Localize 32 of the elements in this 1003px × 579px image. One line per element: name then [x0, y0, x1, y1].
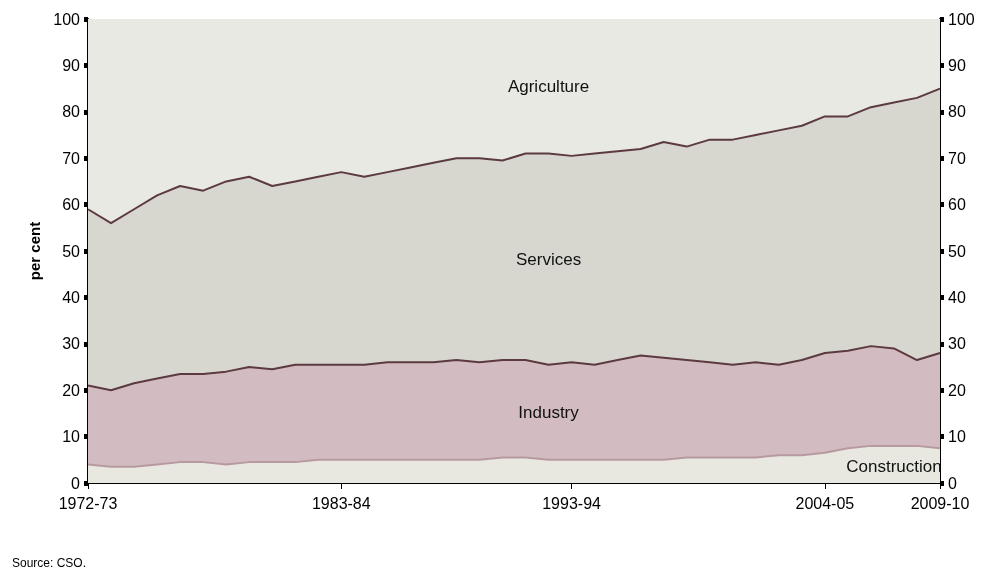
y2-tick-label: 30	[948, 335, 966, 353]
y-tick-label: 40	[62, 288, 81, 306]
x-tick-label: 1983-84	[311, 494, 371, 512]
y-axis-title: per cent	[26, 221, 44, 281]
y-tick-label: 90	[62, 56, 81, 74]
series-label: Services	[515, 249, 582, 269]
y2-tick-label: 100	[948, 10, 975, 28]
y2-tick-label: 0	[948, 474, 957, 492]
x-tick-label: 2009-10	[910, 494, 970, 512]
y-tick-label: 0	[71, 474, 81, 492]
x-tick-label: 1972-73	[58, 494, 118, 512]
y2-tick-label: 60	[948, 196, 966, 214]
y2-tick-label: 40	[948, 288, 966, 306]
y-tick-label: 10	[62, 428, 81, 446]
series-label: Industry	[518, 402, 580, 422]
x-tick-label: 2004-05	[795, 494, 855, 512]
y-tick-label: 30	[62, 335, 81, 353]
y2-tick-label: 90	[948, 56, 966, 74]
series-label: Agriculture	[507, 76, 590, 96]
source-note: Source: CSO.	[12, 556, 87, 570]
y2-tick-label: 10	[948, 428, 966, 446]
y-tick-label: 60	[62, 196, 81, 214]
y2-tick-label: 50	[948, 242, 966, 260]
y2-tick-label: 70	[948, 149, 966, 167]
y-tick-label: 20	[62, 381, 81, 399]
y-tick-label: 80	[62, 103, 81, 121]
y-tick-label: 70	[62, 149, 81, 167]
y2-tick-label: 20	[948, 381, 966, 399]
x-tick-label: 1993-94	[542, 494, 602, 512]
y-tick-label: 50	[62, 242, 81, 260]
y2-tick-label: 80	[948, 103, 966, 121]
y-tick-label: 100	[53, 10, 81, 28]
